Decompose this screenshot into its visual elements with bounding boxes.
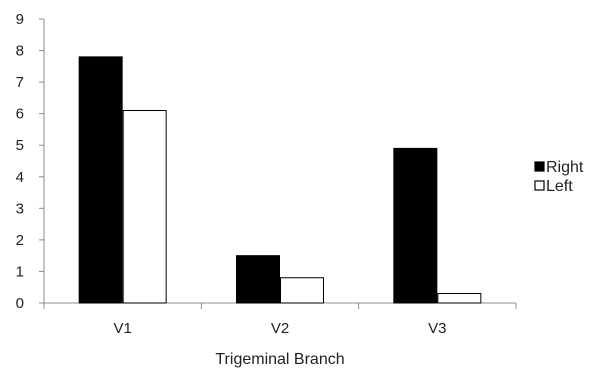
y-tick-label: 4 [16, 169, 24, 186]
y-tick-label: 6 [16, 106, 24, 123]
y-axis: 0 1 2 3 4 5 6 7 8 9 [16, 11, 45, 312]
y-tick-label: 7 [16, 74, 24, 91]
legend-label-right: Right [546, 159, 584, 176]
bars [78, 56, 482, 304]
legend-label-left: Left [546, 178, 573, 195]
legend-swatch-right [534, 161, 545, 172]
x-tick-label: V3 [428, 320, 446, 337]
y-tick-label: 9 [16, 11, 24, 28]
bar-right-v3 [393, 147, 438, 304]
y-tick-label: 1 [16, 263, 24, 280]
bar-right-v2 [236, 255, 280, 304]
x-axis: V1 V2 V3 [43, 302, 517, 337]
bar-left-v1 [122, 110, 167, 304]
legend: Right Left [534, 159, 584, 195]
bar-right-v1 [78, 56, 123, 304]
x-axis-title: Trigeminal Branch [215, 351, 344, 368]
x-tick-label: V2 [271, 320, 289, 337]
legend-swatch-left [534, 180, 545, 191]
y-tick-label: 5 [16, 137, 24, 154]
bar-left-v3 [437, 293, 482, 304]
bar-left-v2 [280, 277, 324, 304]
y-tick-label: 0 [16, 295, 24, 312]
y-tick-label: 8 [16, 43, 24, 60]
y-tick-label: 2 [16, 232, 24, 249]
y-tick-label: 3 [16, 200, 24, 217]
x-tick-label: V1 [113, 320, 131, 337]
